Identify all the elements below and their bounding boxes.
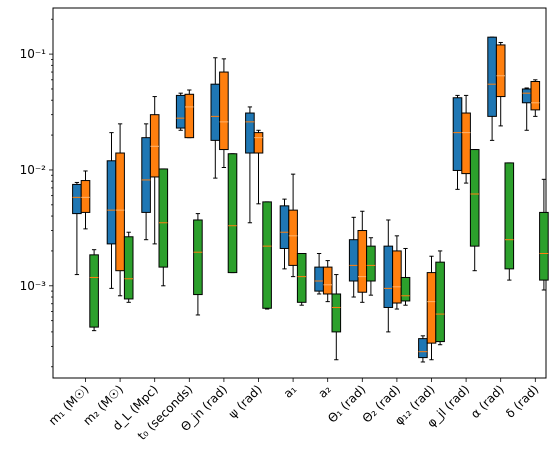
box-body: [141, 137, 151, 213]
box-body: [227, 153, 238, 274]
box-body: [288, 209, 298, 266]
box-s1-1: [106, 132, 117, 289]
box-body: [115, 152, 125, 272]
box-body: [504, 162, 515, 270]
box-body: [296, 253, 307, 303]
box-body: [253, 132, 264, 154]
x-tick-label: a₁: [281, 382, 300, 401]
box-body: [89, 254, 99, 328]
box-s2-8: [357, 210, 368, 303]
y-tick-label: 10⁻²: [20, 163, 47, 177]
y-axis: 10⁻³ 10⁻² 10⁻¹: [20, 18, 53, 368]
box-s1-12: [487, 36, 497, 141]
box-body: [426, 272, 437, 344]
box-s3-6: [296, 253, 307, 306]
box-s3-9: [400, 247, 411, 306]
box-s3-12: [504, 162, 515, 281]
box-s1-9: [383, 219, 394, 333]
box-s2-1: [115, 123, 125, 297]
box-body: [452, 97, 463, 171]
box-body: [469, 149, 480, 247]
box-body: [357, 230, 368, 293]
box-body: [279, 205, 290, 249]
box-body: [487, 36, 497, 117]
box-s1-0: [72, 181, 82, 276]
box-body: [418, 338, 428, 359]
box-body: [539, 211, 549, 281]
box-s1-11: [452, 94, 463, 190]
box-body: [175, 94, 186, 129]
box-body: [348, 239, 359, 282]
box-s1-5: [245, 106, 255, 224]
box-s3-5: [262, 201, 272, 310]
box-s2-2: [149, 96, 160, 245]
box-body: [106, 160, 117, 245]
box-s2-7: [322, 260, 333, 303]
box-s3-3: [193, 213, 203, 316]
box-s2-4: [219, 58, 229, 168]
box-s1-2: [141, 123, 151, 241]
box-s2-6: [288, 173, 298, 278]
box-s3-4: [227, 153, 238, 274]
box-body: [521, 88, 532, 104]
box-body: [210, 83, 221, 141]
box-s2-9: [392, 235, 402, 310]
box-s3-13: [539, 178, 549, 291]
box-s2-10: [426, 255, 437, 361]
box-s1-13: [521, 87, 532, 131]
x-axis: m₁ (M☉)m₂ (M☉)d_L (Mpc)t₀ (seconds)Θ_jn …: [46, 378, 541, 443]
box-s1-7: [314, 253, 324, 295]
y-tick-label: 10⁻¹: [20, 47, 47, 61]
box-s3-8: [366, 237, 376, 296]
box-s3-0: [89, 249, 99, 332]
box-body: [184, 93, 195, 139]
box-s1-4: [210, 57, 221, 179]
box-body: [219, 71, 229, 151]
box-s3-7: [331, 274, 342, 361]
box-body: [72, 183, 82, 215]
box-body: [461, 112, 471, 175]
box-body: [322, 266, 333, 295]
box-body: [331, 293, 342, 333]
box-s2-13: [530, 79, 541, 117]
box-s2-5: [253, 129, 264, 205]
box-s3-2: [158, 168, 169, 287]
box-s2-0: [80, 170, 91, 230]
box-s3-10: [435, 250, 445, 346]
y-tick-label: 10⁻³: [20, 279, 47, 293]
box-body: [123, 236, 134, 300]
box-body: [383, 245, 394, 308]
box-s2-12: [495, 41, 506, 127]
x-tick-label: ψ (rad): [226, 382, 265, 421]
box-body: [314, 266, 324, 292]
x-tick-label: δ (rad): [503, 382, 541, 420]
box-body: [245, 112, 255, 154]
box-body: [193, 219, 203, 296]
box-body: [530, 81, 541, 111]
x-tick-label: a₂: [315, 382, 334, 401]
box-s1-3: [175, 92, 186, 131]
box-s1-6: [279, 198, 290, 270]
x-tick-label: α (rad): [468, 382, 507, 421]
axes-frame: [52, 7, 547, 379]
box-body: [495, 44, 506, 98]
box-s3-11: [469, 149, 480, 272]
box-body: [366, 245, 376, 282]
box-body: [80, 180, 91, 213]
plot-area: [52, 7, 549, 379]
box-body: [158, 168, 169, 268]
box-body: [262, 201, 272, 309]
box-s1-8: [348, 216, 359, 298]
box-s3-1: [123, 231, 134, 303]
box-body: [392, 250, 402, 304]
box-s2-3: [184, 89, 195, 139]
box-body: [400, 276, 411, 302]
box-s2-11: [461, 94, 471, 184]
box-s1-10: [418, 335, 428, 363]
box-body: [435, 261, 445, 343]
